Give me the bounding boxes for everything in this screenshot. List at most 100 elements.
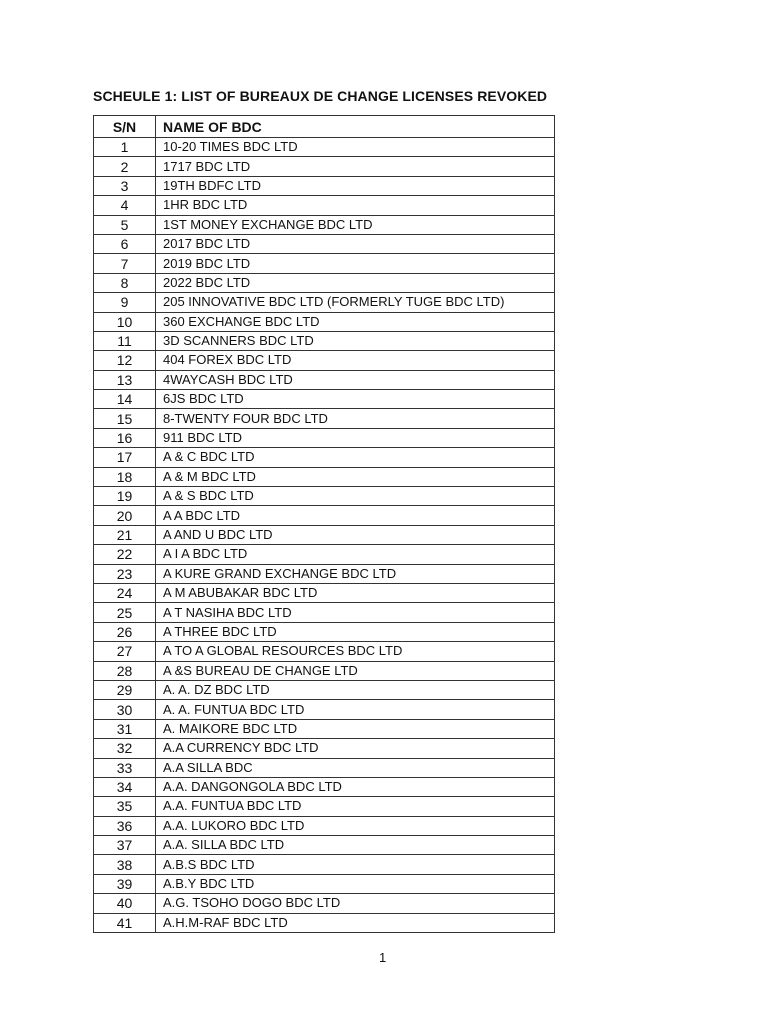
row-sn: 7 <box>93 253 156 274</box>
row-bdc-name: A A BDC LTD <box>155 505 555 526</box>
row-bdc-name: 911 BDC LTD <box>155 427 555 449</box>
row-sn: 28 <box>93 660 156 681</box>
row-bdc-name: 1ST MONEY EXCHANGE BDC LTD <box>155 214 555 235</box>
table-row: 38 A.B.S BDC LTD <box>93 854 555 875</box>
table-row: 13 4WAYCASH BDC LTD <box>93 369 555 391</box>
row-sn: 31 <box>93 718 156 740</box>
table-row: 4 1HR BDC LTD <box>93 195 555 216</box>
row-bdc-name: 205 INNOVATIVE BDC LTD (FORMERLY TUGE BD… <box>155 292 555 313</box>
row-sn: 37 <box>93 835 156 856</box>
row-sn: 35 <box>93 796 156 817</box>
row-sn: 16 <box>93 427 156 449</box>
row-bdc-name: A I A BDC LTD <box>155 544 555 565</box>
row-sn: 15 <box>93 408 156 429</box>
row-bdc-name: 2022 BDC LTD <box>155 272 555 294</box>
row-sn: 5 <box>93 214 156 235</box>
row-bdc-name: A.A. SILLA BDC LTD <box>155 835 555 856</box>
row-sn: 13 <box>93 369 156 391</box>
row-sn: 19 <box>93 486 156 507</box>
row-bdc-name: A.A. LUKORO BDC LTD <box>155 815 555 837</box>
row-bdc-name: A.A. FUNTUA BDC LTD <box>155 796 555 817</box>
row-sn: 36 <box>93 815 156 837</box>
row-bdc-name: A. A. FUNTUA BDC LTD <box>155 699 555 720</box>
row-bdc-name: 404 FOREX BDC LTD <box>155 350 555 371</box>
row-sn: 32 <box>93 738 156 759</box>
row-bdc-name: 8-TWENTY FOUR BDC LTD <box>155 408 555 429</box>
row-sn: 38 <box>93 854 156 875</box>
table-row: 5 1ST MONEY EXCHANGE BDC LTD <box>93 214 555 235</box>
row-bdc-name: A. A. DZ BDC LTD <box>155 679 555 701</box>
table-row: 9 205 INNOVATIVE BDC LTD (FORMERLY TUGE B… <box>93 292 555 313</box>
row-sn: 4 <box>93 195 156 216</box>
table-row: 26 A THREE BDC LTD <box>93 621 555 643</box>
table-row: 40 A.G. TSOHO DOGO BDC LTD <box>93 893 555 914</box>
table-row: 16 911 BDC LTD <box>93 427 555 449</box>
table-row: 30 A. A. FUNTUA BDC LTD <box>93 699 555 720</box>
row-bdc-name: 2019 BDC LTD <box>155 253 555 274</box>
table-row: 20 A A BDC LTD <box>93 505 555 526</box>
row-sn: 25 <box>93 602 156 623</box>
row-sn: 3 <box>93 175 156 197</box>
table-row: 2 1717 BDC LTD <box>93 156 555 177</box>
row-sn: 21 <box>93 524 156 546</box>
row-sn: 41 <box>93 912 156 934</box>
row-sn: 2 <box>93 156 156 177</box>
row-sn: 14 <box>93 389 156 410</box>
row-sn: 1 <box>93 136 156 158</box>
row-bdc-name: 10-20 TIMES BDC LTD <box>155 136 555 158</box>
table-row: 24 A M ABUBAKAR BDC LTD <box>93 582 555 604</box>
table-row: 36 A.A. LUKORO BDC LTD <box>93 815 555 837</box>
table-row: 11 3D SCANNERS BDC LTD <box>93 330 555 352</box>
row-bdc-name: A.A CURRENCY BDC LTD <box>155 738 555 759</box>
row-sn: 11 <box>93 330 156 352</box>
row-sn: 8 <box>93 272 156 294</box>
table-header-row: S/N NAME OF BDC <box>93 115 555 138</box>
table-row: 6 2017 BDC LTD <box>93 233 555 255</box>
row-bdc-name: 4WAYCASH BDC LTD <box>155 369 555 391</box>
table-row: 37 A.A. SILLA BDC LTD <box>93 835 555 856</box>
row-bdc-name: A M ABUBAKAR BDC LTD <box>155 582 555 604</box>
row-sn: 22 <box>93 544 156 565</box>
table-row: 27 A TO A GLOBAL RESOURCES BDC LTD <box>93 641 555 662</box>
row-sn: 26 <box>93 621 156 643</box>
row-bdc-name: A.G. TSOHO DOGO BDC LTD <box>155 893 555 914</box>
row-bdc-name: A.B.S BDC LTD <box>155 854 555 875</box>
table-row: 12 404 FOREX BDC LTD <box>93 350 555 371</box>
row-bdc-name: A & S BDC LTD <box>155 486 555 507</box>
row-sn: 29 <box>93 679 156 701</box>
row-sn: 34 <box>93 776 156 798</box>
row-bdc-name: 360 EXCHANGE BDC LTD <box>155 311 555 332</box>
bdc-table: S/N NAME OF BDC 1 10-20 TIMES BDC LTD 2 171… <box>93 115 555 934</box>
row-sn: 40 <box>93 893 156 914</box>
row-sn: 20 <box>93 505 156 526</box>
row-sn: 33 <box>93 757 156 778</box>
row-bdc-name: A & C BDC LTD <box>155 447 555 468</box>
table-row: 18 A & M BDC LTD <box>93 466 555 488</box>
row-bdc-name: 6JS BDC LTD <box>155 389 555 410</box>
row-bdc-name: A KURE GRAND EXCHANGE BDC LTD <box>155 563 555 584</box>
table-row: 28 A &S BUREAU DE CHANGE LTD <box>93 660 555 681</box>
table-row: 1 10-20 TIMES BDC LTD <box>93 136 555 158</box>
row-sn: 39 <box>93 873 156 895</box>
table-row: 17 A & C BDC LTD <box>93 447 555 468</box>
row-bdc-name: A. MAIKORE BDC LTD <box>155 718 555 740</box>
header-name: NAME OF BDC <box>155 115 555 138</box>
table-row: 31 A. MAIKORE BDC LTD <box>93 718 555 740</box>
row-bdc-name: A AND U BDC LTD <box>155 524 555 546</box>
table-row: 3 19TH BDFC LTD <box>93 175 555 197</box>
row-bdc-name: 19TH BDFC LTD <box>155 175 555 197</box>
row-sn: 23 <box>93 563 156 584</box>
table-body: 1 10-20 TIMES BDC LTD 2 1717 BDC LTD 3 19TH B… <box>93 136 555 934</box>
table-row: 8 2022 BDC LTD <box>93 272 555 294</box>
row-sn: 12 <box>93 350 156 371</box>
table-row: 15 8-TWENTY FOUR BDC LTD <box>93 408 555 429</box>
row-sn: 17 <box>93 447 156 468</box>
table-row: 41 A.H.M-RAF BDC LTD <box>93 912 555 934</box>
table-row: 23 A KURE GRAND EXCHANGE BDC LTD <box>93 563 555 584</box>
row-bdc-name: A.A. DANGONGOLA BDC LTD <box>155 776 555 798</box>
table-row: 14 6JS BDC LTD <box>93 389 555 410</box>
row-sn: 18 <box>93 466 156 488</box>
table-row: 34 A.A. DANGONGOLA BDC LTD <box>93 776 555 798</box>
row-sn: 24 <box>93 582 156 604</box>
table-row: 33 A.A SILLA BDC <box>93 757 555 778</box>
